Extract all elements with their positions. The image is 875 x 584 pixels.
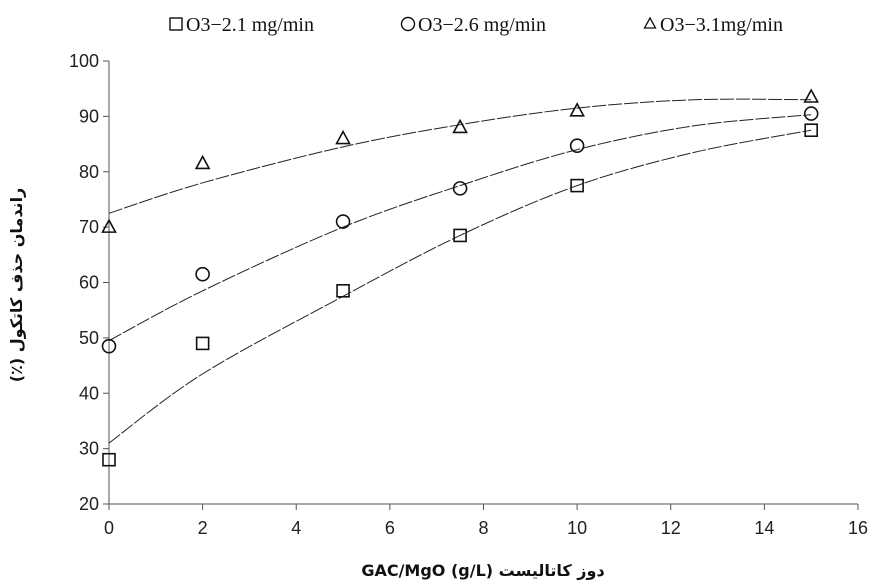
y-axis-label: راندمان حذف کاتکول (٪) — [7, 188, 26, 383]
y-tick-label: 80 — [79, 162, 99, 182]
circle-marker — [452, 181, 468, 196]
x-tick-label: 10 — [567, 518, 587, 538]
axes: 20 30 40 50 60 70 80 90 100 0 2 4 6 8 10 12 14 16 — [69, 51, 868, 538]
trend-line-circle — [108, 114, 812, 342]
y-tick-label: 60 — [79, 273, 99, 293]
y-tick-label: 50 — [79, 328, 99, 348]
square-marker — [570, 178, 584, 193]
x-tick-label: 16 — [848, 518, 868, 538]
legend-item: O3−3.1mg/min — [643, 14, 783, 36]
trend-line-triangle — [108, 98, 812, 214]
square-marker — [453, 228, 467, 243]
legend-item: O3−2.6 mg/min — [400, 14, 546, 36]
legend-item: O3−2.1 mg/min — [169, 14, 314, 36]
circle-marker — [569, 138, 585, 154]
legend-label: O3−2.6 mg/min — [418, 14, 546, 36]
circle-marker — [101, 338, 117, 354]
x-axis-label: دوز کاتالیست GAC/MgO (g/L) — [361, 561, 604, 580]
legend-label: O3−3.1mg/min — [660, 14, 783, 36]
legend: O3−2.1 mg/min O3−2.6 mg/min O3−3.1mg/min — [169, 14, 783, 36]
x-tick-label: 8 — [478, 518, 488, 538]
triangle-marker — [803, 88, 820, 103]
triangle-marker — [335, 129, 351, 145]
y-tick-label: 90 — [79, 106, 99, 126]
x-tick-label: 4 — [291, 518, 301, 538]
legend-circle-icon — [400, 16, 416, 32]
y-tick-label: 20 — [79, 494, 99, 514]
x-tick-label: 2 — [198, 518, 208, 538]
legend-triangle-icon — [643, 16, 657, 29]
y-tick-label: 30 — [79, 439, 99, 459]
circle-marker — [195, 266, 210, 282]
y-tick-label: 70 — [79, 217, 99, 237]
trend-lines — [108, 98, 812, 444]
x-tick-label: 0 — [104, 518, 114, 538]
legend-square-icon — [169, 17, 183, 31]
triangle-marker — [101, 218, 117, 233]
circle-marker — [335, 214, 351, 229]
data-markers — [101, 88, 820, 467]
x-tick-label: 12 — [661, 518, 681, 538]
y-tick-label: 40 — [79, 383, 99, 403]
circle-marker — [803, 106, 819, 121]
square-marker — [336, 284, 350, 298]
x-tick-label: 14 — [754, 518, 774, 538]
y-tick-label: 100 — [69, 51, 99, 71]
square-marker — [195, 336, 210, 351]
square-marker — [804, 123, 818, 138]
legend-label: O3−2.1 mg/min — [186, 14, 314, 36]
triangle-marker — [194, 154, 211, 170]
triangle-marker — [569, 102, 585, 117]
trend-line-square — [108, 129, 812, 444]
x-tick-label: 6 — [385, 518, 395, 538]
square-marker — [102, 452, 116, 467]
triangle-marker — [452, 118, 468, 134]
